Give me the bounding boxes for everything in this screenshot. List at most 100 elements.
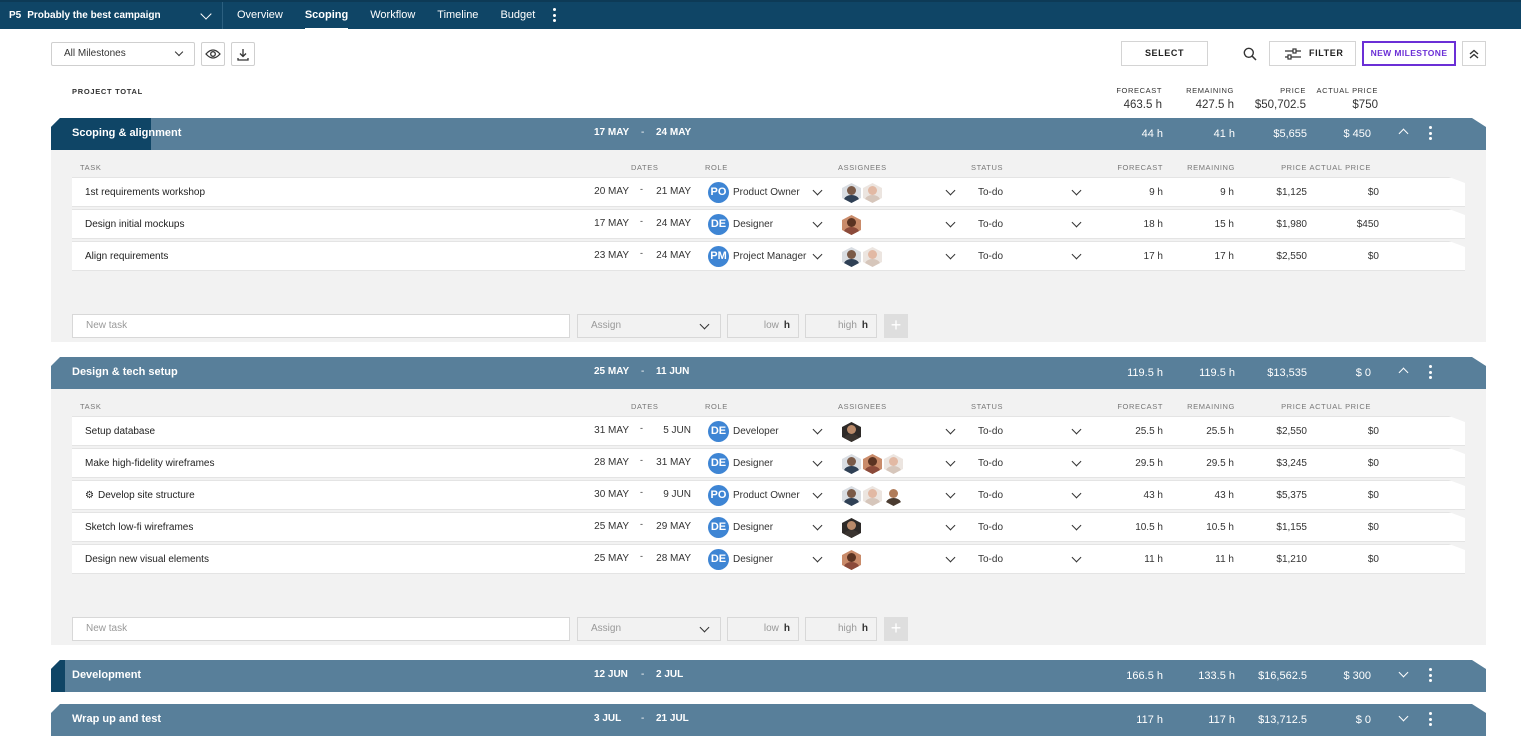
chevron-down-icon[interactable]: [813, 186, 823, 196]
avatar[interactable]: [842, 183, 861, 203]
milestone-header[interactable]: Development 12 JUN -2 JUL 166.5 h 133.5 h $16…: [51, 660, 1486, 692]
milestone-end-date[interactable]: 11 JUN: [656, 366, 690, 377]
task-start-date[interactable]: 31 MAY: [594, 425, 629, 436]
role-select[interactable]: Designer: [733, 219, 774, 230]
chevron-down-icon[interactable]: [946, 425, 956, 435]
tab-workflow[interactable]: Workflow: [370, 9, 416, 21]
task-row[interactable]: 1st requirements workshop 20 MAY - 21 MAY PO…: [72, 177, 1465, 207]
chevron-up-icon[interactable]: [1399, 368, 1409, 378]
task-remaining[interactable]: 43 h: [1214, 490, 1234, 501]
high-estimate-input[interactable]: high h: [805, 314, 877, 338]
more-menu-icon[interactable]: [549, 8, 559, 24]
assignee-avatars[interactable]: [842, 454, 905, 474]
tab-budget[interactable]: Budget: [500, 9, 536, 21]
status-select[interactable]: To-do: [978, 458, 1004, 469]
avatar[interactable]: [842, 247, 861, 267]
task-forecast[interactable]: 17 h: [1143, 251, 1163, 262]
task-end-date[interactable]: 9 JUN: [663, 489, 691, 500]
task-end-date[interactable]: 24 MAY: [656, 250, 691, 261]
role-select[interactable]: Developer: [733, 426, 779, 437]
task-end-date[interactable]: 29 MAY: [656, 521, 691, 532]
milestone-header[interactable]: Design & tech setup 25 MAY -11 JUN 119.5 h 1…: [51, 357, 1486, 389]
task-forecast[interactable]: 25.5 h: [1135, 426, 1163, 437]
task-forecast[interactable]: 10.5 h: [1135, 522, 1163, 533]
chevron-down-icon[interactable]: [813, 521, 823, 531]
assign-select[interactable]: Assign: [577, 617, 721, 641]
task-name[interactable]: ⚙ Develop site structure: [85, 490, 195, 501]
avatar[interactable]: [842, 215, 861, 235]
milestone-menu-icon[interactable]: [1425, 668, 1435, 684]
task-forecast[interactable]: 29.5 h: [1135, 458, 1163, 469]
status-select[interactable]: To-do: [978, 426, 1004, 437]
milestone-menu-icon[interactable]: [1425, 712, 1435, 728]
chevron-down-icon[interactable]: [813, 425, 823, 435]
assignee-avatars[interactable]: [842, 550, 863, 570]
task-row[interactable]: Design new visual elements 25 MAY - 28 MAY D…: [72, 544, 1465, 574]
task-row[interactable]: Setup database 31 MAY - 5 JUN DE Developer To-…: [72, 416, 1465, 446]
milestone-start-date[interactable]: 12 JUN: [594, 669, 628, 680]
chevron-down-icon[interactable]: [813, 489, 823, 499]
assignee-avatars[interactable]: [842, 247, 884, 267]
task-remaining[interactable]: 11 h: [1215, 554, 1234, 565]
task-start-date[interactable]: 25 MAY: [594, 553, 629, 564]
role-select[interactable]: Product Owner: [733, 187, 800, 198]
status-select[interactable]: To-do: [978, 219, 1004, 230]
task-row[interactable]: Align requirements 23 MAY - 24 MAY PM Project…: [72, 241, 1465, 271]
avatar[interactable]: [842, 454, 861, 474]
chevron-up-icon[interactable]: [1399, 129, 1409, 139]
role-select[interactable]: Designer: [733, 458, 774, 469]
chevron-down-icon[interactable]: [813, 457, 823, 467]
chevron-down-icon[interactable]: [813, 553, 823, 563]
assignee-avatars[interactable]: [842, 486, 905, 506]
task-forecast[interactable]: 18 h: [1143, 219, 1163, 230]
milestone-title[interactable]: Development: [72, 669, 142, 681]
project-switcher[interactable]: P5 Probably the best campaign: [0, 2, 223, 29]
milestone-end-date[interactable]: 21 JUL: [656, 713, 689, 724]
milestone-header[interactable]: Wrap up and test 3 JUL -21 JUL 117 h 117 h $1…: [51, 704, 1486, 736]
status-select[interactable]: To-do: [978, 490, 1004, 501]
chevron-down-icon[interactable]: [946, 489, 956, 499]
chevron-down-icon[interactable]: [1399, 712, 1409, 722]
milestone-menu-icon[interactable]: [1425, 126, 1435, 142]
chevron-down-icon[interactable]: [813, 250, 823, 260]
tab-timeline[interactable]: Timeline: [437, 9, 479, 21]
tab-scoping[interactable]: Scoping: [294, 2, 359, 30]
avatar[interactable]: [884, 454, 903, 474]
task-remaining[interactable]: 17 h: [1214, 251, 1234, 262]
milestone-menu-icon[interactable]: [1425, 365, 1435, 381]
filter-button[interactable]: FILTER: [1269, 41, 1356, 66]
milestone-start-date[interactable]: 25 MAY: [594, 366, 630, 377]
chevron-down-icon[interactable]: [813, 218, 823, 228]
avatar[interactable]: [842, 550, 861, 570]
task-row[interactable]: Sketch low-fi wireframes 25 MAY - 29 MAY DE D…: [72, 512, 1465, 542]
role-select[interactable]: Product Owner: [733, 490, 800, 501]
task-start-date[interactable]: 23 MAY: [594, 250, 629, 261]
chevron-down-icon[interactable]: [946, 218, 956, 228]
milestone-end-date[interactable]: 2 JUL: [656, 669, 684, 680]
status-select[interactable]: To-do: [978, 187, 1004, 198]
add-task-button[interactable]: +: [884, 617, 908, 641]
new-milestone-button[interactable]: NEW MILESTONE: [1362, 41, 1456, 66]
task-end-date[interactable]: 28 MAY: [656, 553, 691, 564]
task-name[interactable]: Setup database: [85, 426, 155, 437]
status-select[interactable]: To-do: [978, 251, 1004, 262]
chevron-down-icon[interactable]: [946, 553, 956, 563]
status-select[interactable]: To-do: [978, 554, 1004, 565]
chevron-down-icon[interactable]: [1072, 489, 1082, 499]
assignee-avatars[interactable]: [842, 183, 884, 203]
task-name[interactable]: Design new visual elements: [85, 554, 209, 565]
task-remaining[interactable]: 15 h: [1214, 219, 1234, 230]
task-forecast[interactable]: 11 h: [1144, 554, 1163, 565]
high-estimate-input[interactable]: high h: [805, 617, 877, 641]
task-start-date[interactable]: 28 MAY: [594, 457, 629, 468]
avatar[interactable]: [863, 486, 882, 506]
avatar[interactable]: [863, 183, 882, 203]
low-estimate-input[interactable]: low h: [727, 314, 799, 338]
task-start-date[interactable]: 25 MAY: [594, 521, 629, 532]
low-estimate-input[interactable]: low h: [727, 617, 799, 641]
milestone-title[interactable]: Design & tech setup: [72, 366, 178, 378]
avatar[interactable]: [863, 454, 882, 474]
task-start-date[interactable]: 30 MAY: [594, 489, 629, 500]
task-name[interactable]: 1st requirements workshop: [85, 187, 205, 198]
task-name[interactable]: Sketch low-fi wireframes: [85, 522, 193, 533]
